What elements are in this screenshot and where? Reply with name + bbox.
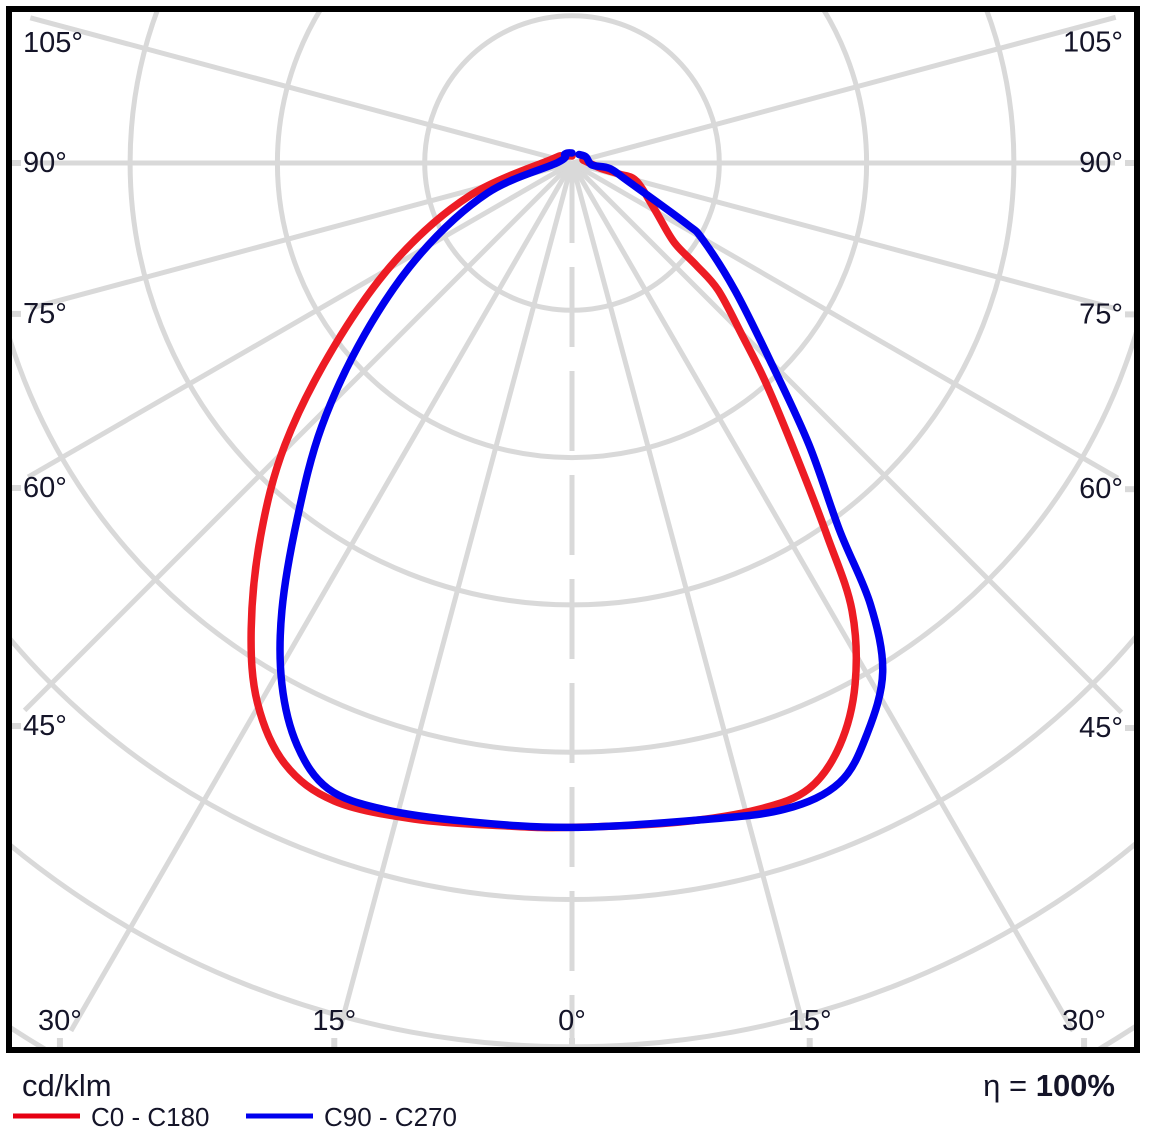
svg-text:0°: 0° (558, 1005, 586, 1037)
svg-text:45°: 45° (23, 710, 67, 742)
svg-text:105°: 105° (1063, 27, 1123, 59)
svg-text:30°: 30° (1062, 1005, 1106, 1037)
svg-text:60°: 60° (1079, 473, 1123, 505)
svg-text:η = 100%: η = 100% (983, 1068, 1115, 1103)
svg-text:45°: 45° (1079, 712, 1123, 744)
svg-text:90°: 90° (1079, 147, 1123, 179)
svg-text:cd/klm: cd/klm (22, 1068, 112, 1103)
svg-text:90°: 90° (23, 147, 67, 179)
svg-text:30°: 30° (38, 1005, 82, 1037)
svg-text:105°: 105° (23, 27, 83, 59)
svg-text:75°: 75° (23, 298, 67, 330)
svg-text:60°: 60° (23, 472, 67, 504)
svg-text:75°: 75° (1079, 298, 1123, 330)
svg-text:15°: 15° (312, 1005, 356, 1037)
svg-text:15°: 15° (788, 1005, 832, 1037)
svg-text:C90 - C270: C90 - C270 (324, 1102, 457, 1132)
svg-text:C0 - C180: C0 - C180 (91, 1102, 210, 1132)
